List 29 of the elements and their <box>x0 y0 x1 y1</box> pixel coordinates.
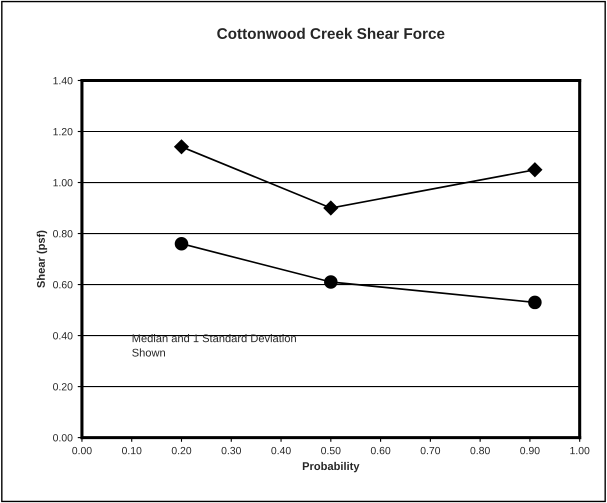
x-tick-label: 0.40 <box>271 446 291 454</box>
x-tick-label: 0.80 <box>470 446 490 454</box>
x-tick-label: 0.30 <box>222 446 241 454</box>
x-tick-label: 0.10 <box>122 446 142 454</box>
y-tick-label: 0.40 <box>53 332 73 340</box>
x-tick-label: 0.90 <box>520 446 540 454</box>
point <box>174 139 189 154</box>
point <box>174 236 188 251</box>
y-tick-label: 0.20 <box>53 383 73 390</box>
x-tick-label: 0.50 <box>321 446 341 454</box>
y-tick-label: 0.80 <box>53 230 73 238</box>
y-tick-label: 1.00 <box>53 179 73 186</box>
x-axis-title: Probability <box>302 462 360 472</box>
point <box>528 296 542 310</box>
point <box>324 275 338 289</box>
y-axis-title: Shear (psf) <box>36 230 48 288</box>
annotation: Median and 1 Standard Deviation Shown <box>132 334 296 357</box>
x-tick-label: 0.60 <box>370 446 390 454</box>
x-tick-label: 1.00 <box>570 446 590 454</box>
chart-title: Cottonwood Creek Shear Force <box>217 28 444 39</box>
point <box>527 162 542 178</box>
y-tick-label: 0.60 <box>53 281 73 288</box>
y-tick-label: 1.20 <box>53 128 73 136</box>
y-tick-label: 1.40 <box>53 76 73 84</box>
point <box>323 200 338 216</box>
x-tick-label: 0.70 <box>420 446 440 454</box>
x-tick-label: 0.20 <box>172 446 192 454</box>
y-tick-label: 0.00 <box>53 434 73 442</box>
x-tick-label: 0.00 <box>72 446 92 454</box>
